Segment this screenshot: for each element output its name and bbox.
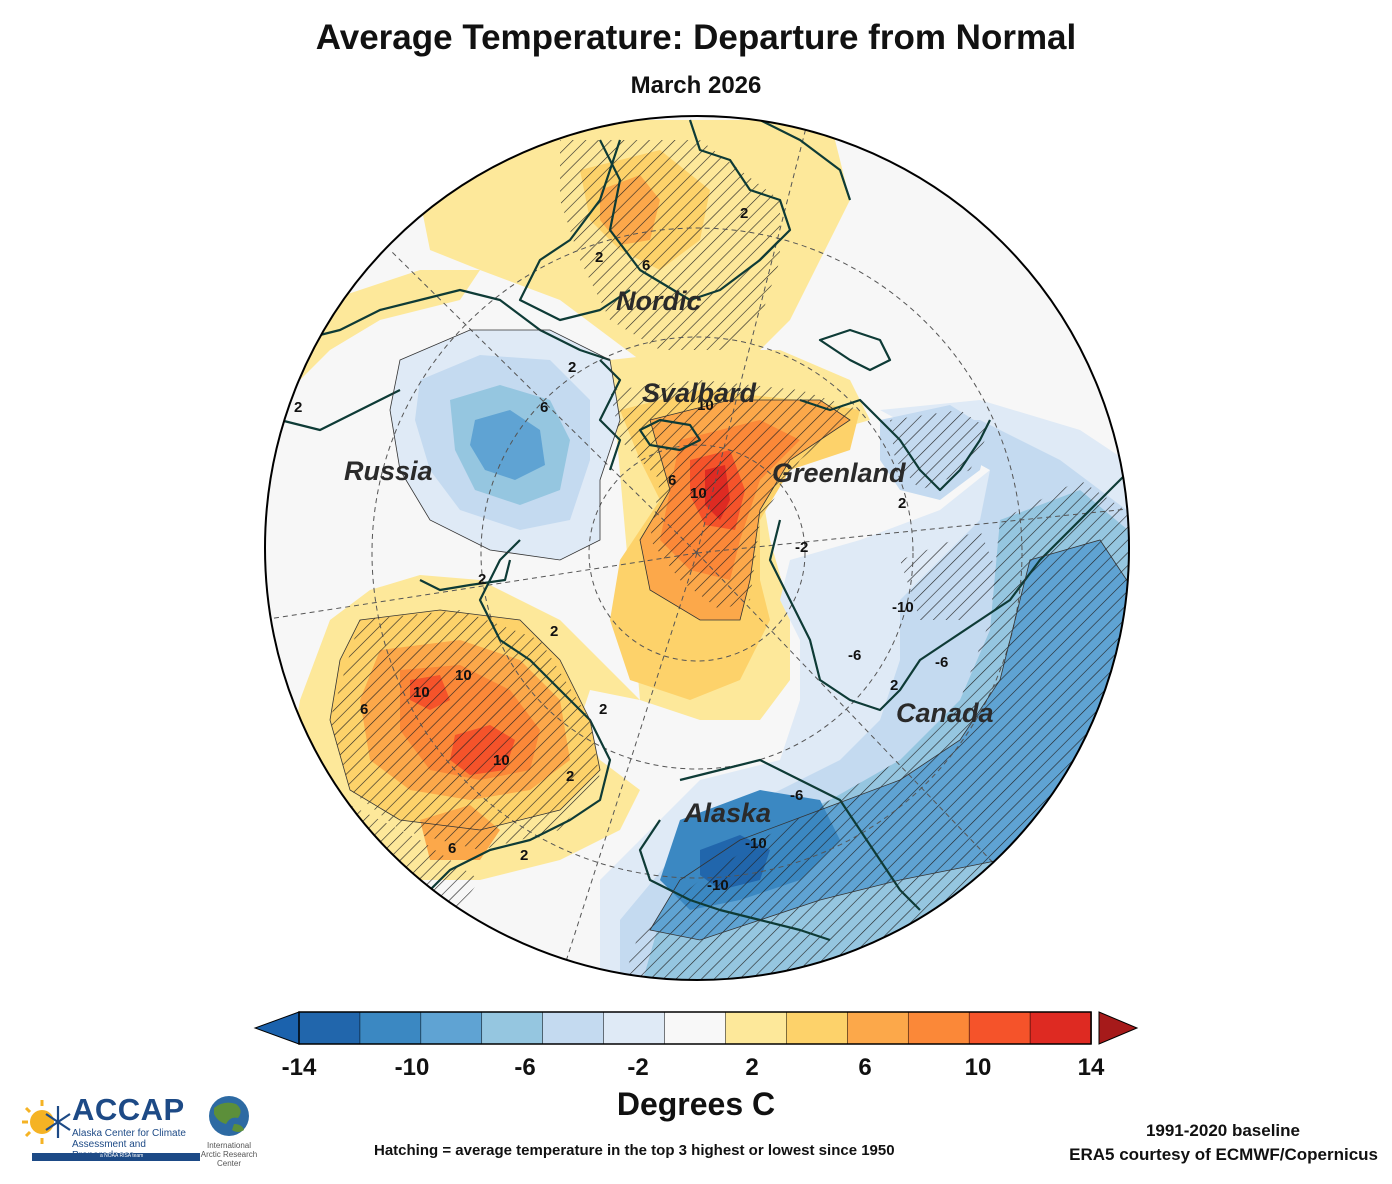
accap-wordmark: ACCAP — [72, 1092, 185, 1127]
colorbar-over-arrow — [1098, 1011, 1139, 1045]
contour-label: -2 — [795, 539, 808, 556]
contour-label: 2 — [568, 359, 576, 376]
cold-anomaly-russia-core — [470, 410, 545, 480]
region-label-svalbard: Svalbard — [642, 378, 757, 408]
globe-icon — [209, 1096, 249, 1136]
contour-label: -10 — [745, 835, 767, 852]
colorbar-bin — [542, 1011, 605, 1045]
colorbar-bin — [603, 1011, 666, 1045]
contour-label: 10 — [455, 667, 472, 684]
contour-label: 2 — [898, 495, 906, 512]
contour-label: 10 — [413, 684, 430, 701]
region-label-greenland: Greenland — [772, 458, 906, 488]
contour-label: 6 — [448, 840, 456, 857]
contour-label: 2 — [595, 249, 603, 266]
colorbar-tick: -2 — [627, 1054, 649, 1081]
iarc-logo: International Arctic Research Center — [198, 1094, 260, 1168]
graticule — [265, 119, 1129, 980]
colorbar-tick: 6 — [858, 1054, 872, 1081]
map-boundary — [264, 115, 1130, 981]
colorbar-frame — [298, 1011, 1092, 1045]
colorbar-under-arrow — [253, 1011, 300, 1045]
contour-label: 2 — [740, 205, 748, 222]
contour-label: 2 — [294, 399, 302, 416]
region-label-canada: Canada — [896, 698, 994, 728]
data-credit: ERA5 courtesy of ECMWF/Copernicus — [1069, 1145, 1378, 1164]
colorbar-tick: -10 — [394, 1054, 430, 1081]
colorbar — [253, 1011, 1139, 1045]
contour-label: 6 — [540, 399, 548, 416]
region-labels: Nordic Svalbard Russia Greenland Canada … — [344, 286, 994, 828]
colorbar-tick: -6 — [514, 1054, 536, 1081]
contour-label: 10 — [690, 485, 707, 502]
colorbar-title: Degrees C — [616, 1086, 776, 1122]
contour-label: 2 — [890, 677, 898, 694]
region-label-russia: Russia — [344, 456, 433, 486]
map-title: Average Temperature: Departure from Norm… — [315, 18, 1077, 57]
contour-lines — [329, 329, 1129, 941]
colorbar-bin — [481, 1011, 544, 1045]
region-label-alaska: Alaska — [683, 798, 771, 828]
colorbar-bin — [847, 1011, 909, 1045]
contour-label: -10 — [707, 877, 729, 894]
hatching-note: Hatching = average temperature in the to… — [374, 1142, 895, 1159]
contour-label: 2 — [566, 768, 574, 785]
contour-label: -6 — [935, 654, 948, 671]
contour-label: -6 — [848, 647, 861, 664]
contour-label: -10 — [892, 599, 914, 616]
coastlines — [265, 119, 1129, 942]
sun-snowflake-icon — [22, 1100, 71, 1144]
accap-bar — [32, 1153, 200, 1161]
contour-label: 10 — [697, 397, 714, 414]
colorbar-bin — [420, 1011, 483, 1045]
contour-label: 2 — [550, 623, 558, 640]
colorbar-bin — [359, 1011, 422, 1045]
colorbar-bin — [725, 1011, 788, 1045]
accap-tagline: a NOAA RISA team — [100, 1153, 144, 1159]
colorbar-tick: 10 — [964, 1054, 992, 1081]
colorbar-tick: 2 — [745, 1054, 759, 1081]
contour-label: -6 — [790, 787, 803, 804]
contour-label: 6 — [360, 701, 368, 718]
contour-label-group: 2 2 2 6 2 10 6 2 10 10 10 6 2 2 6 2 2 2 … — [294, 205, 948, 894]
contour-label: 2 — [478, 571, 486, 588]
colorbar-bin — [907, 1011, 970, 1045]
baseline-note: 1991-2020 baseline — [1145, 1121, 1300, 1140]
region-label-nordic: Nordic — [616, 286, 702, 316]
colorbar-bin — [664, 1011, 727, 1045]
colorbar-bin — [786, 1011, 849, 1045]
contour-label: 10 — [493, 752, 510, 769]
colorbar-tick: 14 — [1077, 1054, 1105, 1081]
colorbar-bin — [298, 1011, 361, 1045]
colorbar-bin — [968, 1011, 1031, 1045]
contour-label: 2 — [520, 847, 528, 864]
contour-label: 6 — [642, 257, 650, 274]
map-subtitle: March 2026 — [630, 72, 762, 99]
contour-label: 6 — [668, 472, 676, 489]
iarc-name: International Arctic Research Center — [200, 1141, 258, 1168]
colorbar-bins — [298, 1011, 1092, 1045]
warm-anomaly-west — [265, 270, 480, 400]
colorbar-bin — [1029, 1011, 1092, 1045]
contour-label: 2 — [599, 701, 607, 718]
colorbar-tick: -14 — [281, 1054, 317, 1081]
accap-logo: ACCAP Alaska Center for Climate Assessme… — [20, 1092, 200, 1164]
